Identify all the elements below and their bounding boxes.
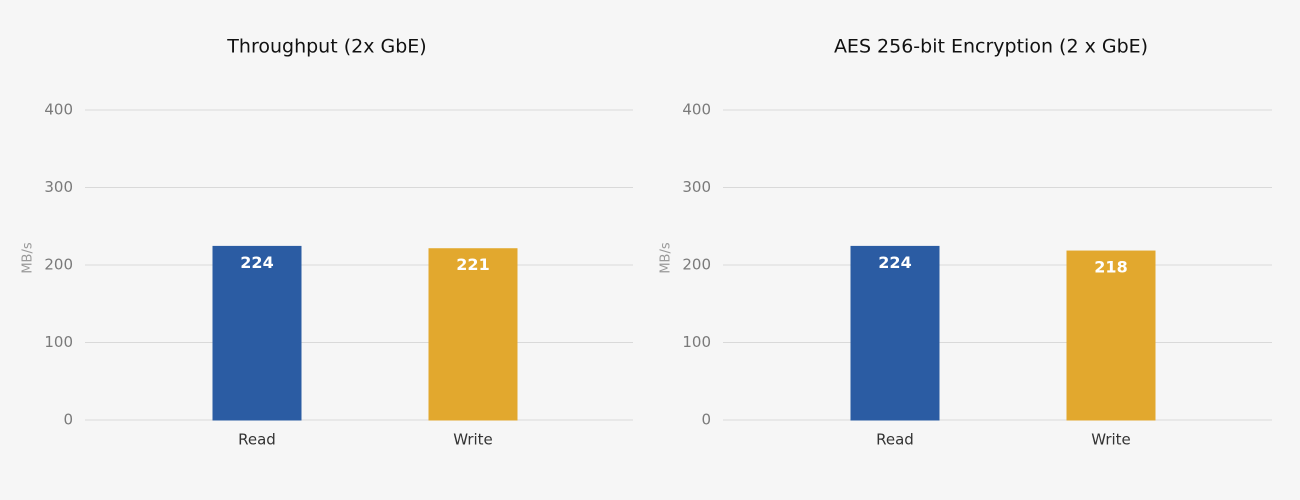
chart-title: Throughput (2x GbE) <box>226 36 426 58</box>
data-label: 224 <box>240 253 273 272</box>
y-tick-label: 300 <box>44 178 73 196</box>
y-tick-label: 300 <box>682 178 711 196</box>
y-tick-label: 400 <box>682 101 711 119</box>
y-tick-label: 100 <box>44 333 73 351</box>
y-tick-label: 100 <box>682 333 711 351</box>
x-tick-label: Write <box>1091 431 1131 449</box>
y-tick-label: 0 <box>63 411 73 429</box>
y-axis-label: MB/s <box>21 242 36 274</box>
data-label: 218 <box>1094 258 1127 277</box>
bar <box>428 248 518 421</box>
chart-title: AES 256-bit Encryption (2 x GbE) <box>834 36 1148 58</box>
x-tick-label: Write <box>453 431 493 449</box>
data-label: 224 <box>878 253 911 272</box>
bar <box>212 245 302 421</box>
x-tick-label: Read <box>238 431 276 449</box>
y-axis-label: MB/s <box>659 242 674 274</box>
y-tick-label: 400 <box>44 101 73 119</box>
y-tick-label: 200 <box>44 256 73 274</box>
bar <box>850 245 940 421</box>
data-label: 221 <box>456 255 489 274</box>
y-tick-label: 200 <box>682 256 711 274</box>
x-tick-label: Read <box>876 431 914 449</box>
bar <box>1066 250 1156 421</box>
y-tick-label: 0 <box>701 411 711 429</box>
